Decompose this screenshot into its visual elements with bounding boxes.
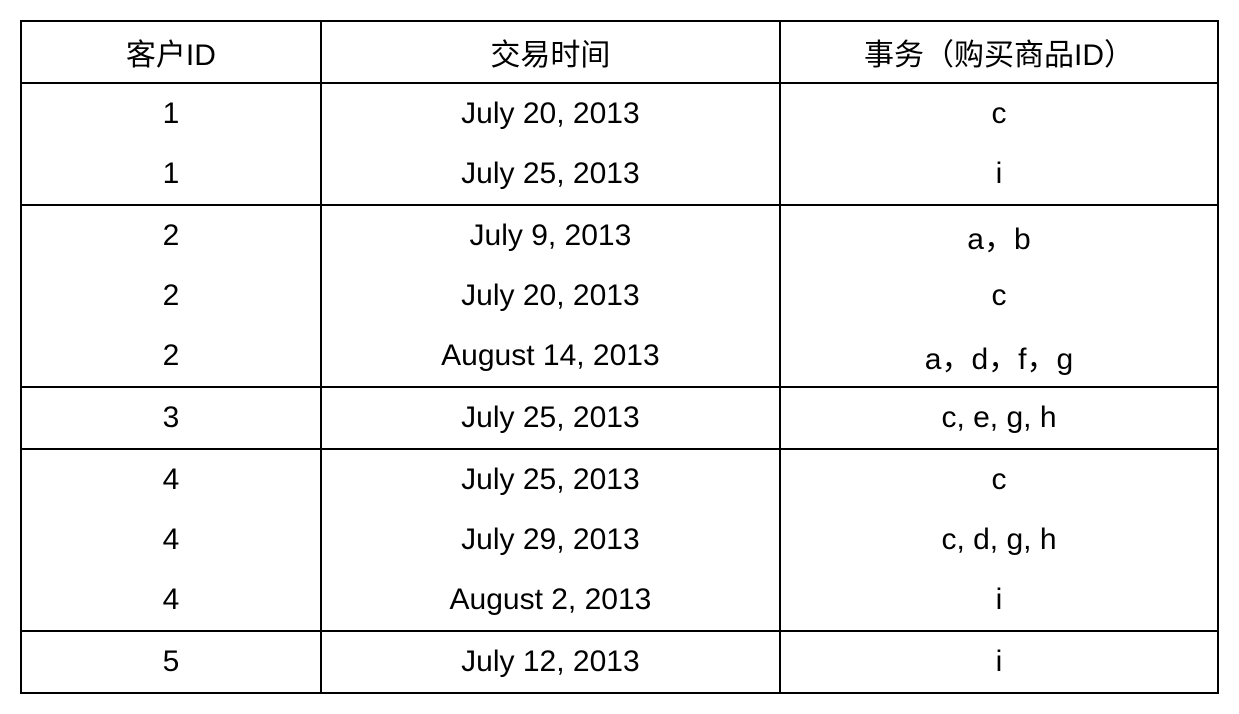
cell-items: c [780,83,1218,144]
header-transaction-time: 交易时间 [321,21,780,83]
cell-customer-id: 4 [21,449,321,510]
header-customer-id: 客户ID [21,21,321,83]
cell-date: July 29, 2013 [321,510,780,570]
table-row: 1 July 25, 2013 i [21,144,1218,205]
table-row: 1 July 20, 2013 c [21,83,1218,144]
cell-date: July 20, 2013 [321,266,780,326]
table-row: 4 July 29, 2013 c, d, g, h [21,510,1218,570]
cell-date: August 2, 2013 [321,570,780,631]
cell-items: a，b [780,205,1218,266]
cell-items: c [780,266,1218,326]
cell-customer-id: 1 [21,83,321,144]
table-row: 2 August 14, 2013 a，d，f，g [21,326,1218,387]
cell-date: July 25, 2013 [321,387,780,449]
cell-customer-id: 1 [21,144,321,205]
cell-customer-id: 5 [21,631,321,693]
transaction-table: 客户ID 交易时间 事务（购买商品ID） 1 July 20, 2013 c 1… [20,20,1219,694]
cell-customer-id: 2 [21,205,321,266]
cell-date: July 20, 2013 [321,83,780,144]
table-row: 2 July 20, 2013 c [21,266,1218,326]
cell-items: c [780,449,1218,510]
table-row: 4 August 2, 2013 i [21,570,1218,631]
cell-customer-id: 4 [21,570,321,631]
table-header-row: 客户ID 交易时间 事务（购买商品ID） [21,21,1218,83]
cell-date: August 14, 2013 [321,326,780,387]
cell-date: July 25, 2013 [321,449,780,510]
cell-items: a，d，f，g [780,326,1218,387]
cell-items: i [780,631,1218,693]
cell-date: July 25, 2013 [321,144,780,205]
cell-customer-id: 2 [21,326,321,387]
cell-customer-id: 3 [21,387,321,449]
cell-items: i [780,570,1218,631]
cell-customer-id: 4 [21,510,321,570]
table-row: 3 July 25, 2013 c, e, g, h [21,387,1218,449]
table-row: 5 July 12, 2013 i [21,631,1218,693]
header-transaction-items: 事务（购买商品ID） [780,21,1218,83]
cell-customer-id: 2 [21,266,321,326]
cell-items: c, d, g, h [780,510,1218,570]
table-row: 2 July 9, 2013 a，b [21,205,1218,266]
cell-items: c, e, g, h [780,387,1218,449]
cell-date: July 12, 2013 [321,631,780,693]
cell-date: July 9, 2013 [321,205,780,266]
cell-items: i [780,144,1218,205]
table-row: 4 July 25, 2013 c [21,449,1218,510]
